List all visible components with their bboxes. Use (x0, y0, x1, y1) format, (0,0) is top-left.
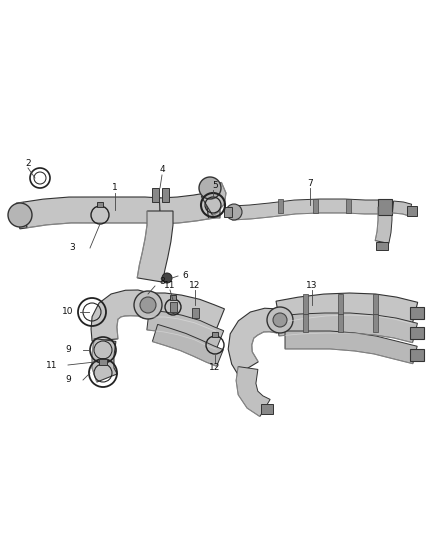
Bar (338, 294, 343, 314)
Text: 8: 8 (159, 278, 165, 287)
Text: 2: 2 (25, 158, 31, 167)
Bar (407, 206, 417, 216)
Bar (162, 188, 169, 202)
Polygon shape (277, 313, 417, 343)
Bar (303, 294, 308, 314)
Circle shape (226, 204, 242, 220)
Text: 3: 3 (69, 244, 75, 253)
Text: 11: 11 (46, 360, 58, 369)
Polygon shape (148, 293, 224, 331)
Bar (346, 199, 351, 213)
Bar (376, 242, 388, 250)
Circle shape (134, 291, 162, 319)
Bar (373, 294, 378, 314)
Bar (303, 314, 308, 332)
Bar (152, 188, 159, 202)
Text: 6: 6 (182, 271, 188, 280)
Polygon shape (375, 207, 392, 244)
Polygon shape (201, 182, 226, 215)
Polygon shape (137, 211, 173, 282)
Circle shape (8, 203, 32, 227)
Bar (410, 307, 424, 319)
Bar (278, 199, 283, 213)
Circle shape (140, 297, 156, 313)
Polygon shape (228, 308, 279, 374)
Bar (97, 202, 103, 207)
Polygon shape (232, 199, 380, 220)
Bar (378, 199, 392, 215)
Bar (170, 302, 177, 312)
Bar (313, 199, 318, 213)
Bar (99, 359, 107, 365)
Polygon shape (285, 331, 417, 364)
Text: 12: 12 (209, 364, 221, 373)
Polygon shape (236, 367, 270, 417)
Circle shape (199, 177, 221, 199)
Polygon shape (152, 325, 223, 366)
Circle shape (267, 307, 293, 333)
Bar (261, 404, 273, 414)
Polygon shape (392, 201, 412, 216)
Text: 5: 5 (212, 181, 218, 190)
Text: 12: 12 (189, 280, 201, 289)
Polygon shape (23, 197, 161, 228)
Bar (191, 308, 198, 318)
Text: 1: 1 (112, 183, 118, 192)
Polygon shape (92, 338, 117, 382)
Text: 9: 9 (65, 376, 71, 384)
Text: 7: 7 (307, 179, 313, 188)
Bar (373, 314, 378, 332)
Text: 10: 10 (62, 308, 74, 317)
Polygon shape (16, 202, 27, 229)
Text: 4: 4 (159, 166, 165, 174)
Bar (410, 349, 424, 361)
Circle shape (162, 273, 172, 283)
Bar (212, 332, 218, 337)
Polygon shape (159, 193, 209, 224)
Text: 11: 11 (164, 280, 176, 289)
Text: 9: 9 (65, 345, 71, 354)
Polygon shape (205, 192, 220, 219)
Polygon shape (147, 310, 224, 349)
Bar (170, 295, 176, 300)
Polygon shape (276, 293, 418, 324)
Bar (224, 207, 232, 217)
Circle shape (273, 313, 287, 327)
Text: 13: 13 (306, 280, 318, 289)
Bar (410, 327, 424, 339)
Bar (338, 314, 343, 332)
Polygon shape (91, 290, 152, 341)
